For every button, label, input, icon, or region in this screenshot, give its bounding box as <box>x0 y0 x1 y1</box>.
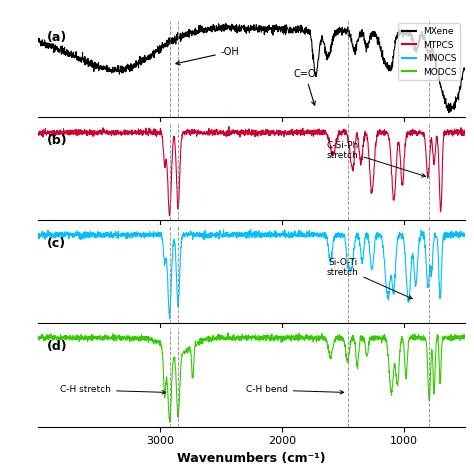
Text: -OH: -OH <box>176 46 239 65</box>
Text: (a): (a) <box>46 31 67 44</box>
X-axis label: Wavenumbers (cm⁻¹): Wavenumbers (cm⁻¹) <box>177 452 326 465</box>
Text: (c): (c) <box>46 237 65 250</box>
Text: (d): (d) <box>46 340 67 353</box>
Text: (b): (b) <box>46 134 67 147</box>
Text: C-H bend: C-H bend <box>246 385 344 394</box>
Text: Ti-O: Ti-O <box>0 473 1 474</box>
Text: C-F: C-F <box>0 473 1 474</box>
Text: Si-O-Ti
stretch: Si-O-Ti stretch <box>327 258 412 299</box>
Text: C=O: C=O <box>294 69 316 105</box>
Legend: MXene, MTPCS, MNOCS, MODCS: MXene, MTPCS, MNOCS, MODCS <box>398 24 460 80</box>
Text: C-Si-Ph
stretch: C-Si-Ph stretch <box>327 141 426 177</box>
Text: C-H stretch: C-H stretch <box>60 385 166 394</box>
